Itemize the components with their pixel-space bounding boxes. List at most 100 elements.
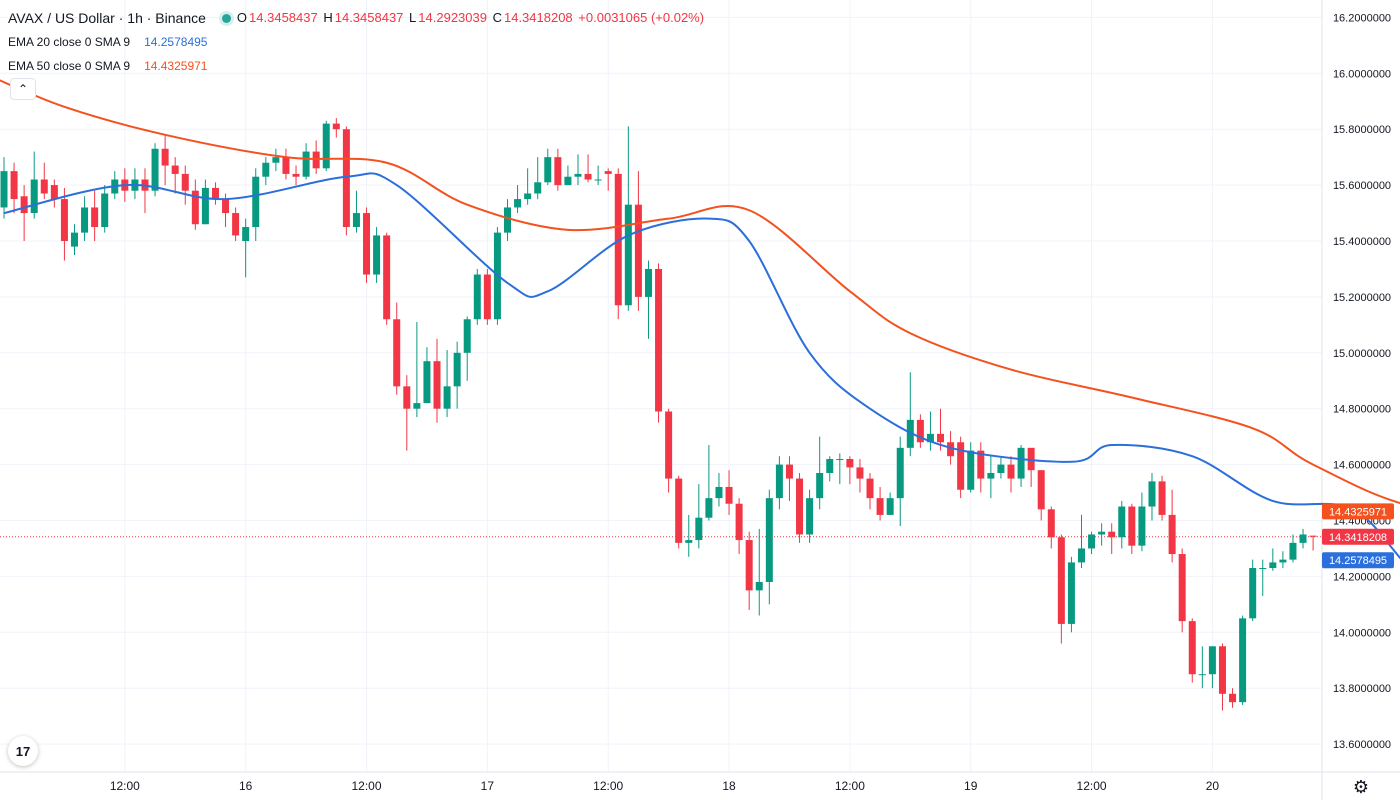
candle-body <box>232 213 240 236</box>
candle-body <box>775 464 783 499</box>
candle-body <box>997 464 1005 473</box>
candle-body <box>191 190 199 225</box>
candle-body <box>765 498 773 582</box>
price-label-bg <box>1322 552 1394 569</box>
candle-body <box>352 213 360 228</box>
candle-body <box>161 148 169 166</box>
legend-ema50-row[interactable]: EMA 50 close 0 SMA 9 14.4325971 <box>8 54 706 78</box>
candle-body <box>373 235 381 275</box>
candle-body <box>443 386 451 409</box>
y-tick-label: 15.2000000 <box>1333 292 1391 304</box>
tradingview-logo-icon[interactable]: 17 <box>8 736 38 766</box>
candle-body <box>916 419 924 443</box>
y-tick-label: 14.0000000 <box>1333 627 1391 639</box>
candle-body <box>644 268 652 297</box>
gear-icon[interactable]: ⚙ <box>1352 777 1370 797</box>
y-tick-label: 13.6000000 <box>1333 739 1391 751</box>
x-tick-label: 12:00 <box>110 779 140 793</box>
candle-body <box>826 459 834 473</box>
candle-body <box>1047 509 1055 538</box>
candle-body <box>0 171 8 208</box>
ema20-line <box>3 172 1400 560</box>
candle-body <box>282 157 290 174</box>
candle-body <box>1088 534 1096 549</box>
candle-body <box>504 207 511 233</box>
y-tick-label: 15.6000000 <box>1333 180 1391 192</box>
candle-body <box>101 193 109 228</box>
candle-body <box>534 182 542 194</box>
open-value: 14.3458437 <box>249 10 318 25</box>
candle-body <box>1259 568 1267 570</box>
candle-body <box>745 540 753 591</box>
candle-body <box>806 498 814 535</box>
candle-body <box>312 151 320 169</box>
candle-body <box>483 274 491 320</box>
candle-body <box>866 478 874 499</box>
y-tick-label: 16.2000000 <box>1333 12 1391 24</box>
candle-body <box>977 450 985 479</box>
symbol-title[interactable]: AVAX / US Dollar · 1h · Binance <box>8 10 206 26</box>
candle-body <box>222 199 230 214</box>
candle-body <box>594 179 602 181</box>
candle-body <box>201 187 209 225</box>
collapse-legend-button[interactable]: ⌃ <box>10 78 36 100</box>
ema50-value: 14.4325971 <box>144 59 208 73</box>
candle-body <box>433 361 441 409</box>
candle-body <box>1188 621 1196 675</box>
candle-body <box>967 450 975 490</box>
candle-body <box>655 268 663 412</box>
candle-body <box>665 411 673 479</box>
candle-body <box>322 123 330 169</box>
y-tick-label: 14.2000000 <box>1333 571 1391 583</box>
price-labels: 14.4325971 14.3418208 14.2578495 <box>1322 503 1394 569</box>
ema20-value: 14.2578495 <box>144 35 208 49</box>
high-value: 14.3458437 <box>334 10 404 25</box>
candle-body <box>634 204 642 297</box>
y-tick-label: 13.8000000 <box>1333 683 1391 695</box>
candle-body <box>302 151 310 177</box>
y-tick-label: 16.0000000 <box>1333 68 1391 80</box>
market-status-icon <box>221 13 231 23</box>
candle-body <box>564 176 572 186</box>
candle-body <box>413 403 421 409</box>
y-tick-label: 15.0000000 <box>1333 348 1391 360</box>
candle-body <box>363 213 371 275</box>
candle-body <box>423 361 431 404</box>
candle-body <box>604 171 612 174</box>
candle-body <box>1229 693 1237 703</box>
candle-body <box>796 478 804 535</box>
candle-body <box>292 173 300 177</box>
candle-body <box>685 540 693 543</box>
candle-body <box>81 207 89 233</box>
candle-body <box>715 486 723 499</box>
candle-body <box>1017 447 1025 479</box>
low-value: 14.2923039 <box>418 10 487 25</box>
legend-ema20-row[interactable]: EMA 20 close 0 SMA 9 14.2578495 <box>8 30 706 54</box>
candle-body <box>1057 537 1065 624</box>
candle-body <box>896 447 904 499</box>
candle-body <box>1027 447 1035 471</box>
candles <box>0 118 1317 711</box>
candle-body <box>1098 531 1106 535</box>
change-value: +0.0031065 (+0.02%) <box>578 10 705 25</box>
legend-symbol-row: AVAX / US Dollar · 1h · Binance O 14.3458… <box>8 6 706 30</box>
price-label-bg <box>1322 528 1394 545</box>
candle-body <box>816 472 824 499</box>
candle-body <box>926 433 934 443</box>
close-label: C <box>492 10 502 25</box>
price-label-text: 14.4325971 <box>1329 506 1387 518</box>
close-value: 14.3418208 <box>503 10 573 25</box>
candle-body <box>272 157 280 163</box>
candle-body <box>836 459 844 461</box>
candle-body <box>70 232 78 247</box>
grid-lines <box>0 0 1322 772</box>
low-label: L <box>409 10 417 25</box>
candle-body <box>785 464 793 479</box>
y-tick-label: 15.8000000 <box>1333 124 1391 136</box>
candle-body <box>544 157 552 183</box>
chart-legend: AVAX / US Dollar · 1h · Binance O 14.3458… <box>8 6 706 78</box>
candle-body <box>10 171 18 200</box>
candle-body <box>705 498 713 518</box>
candle-body <box>1037 470 1045 510</box>
